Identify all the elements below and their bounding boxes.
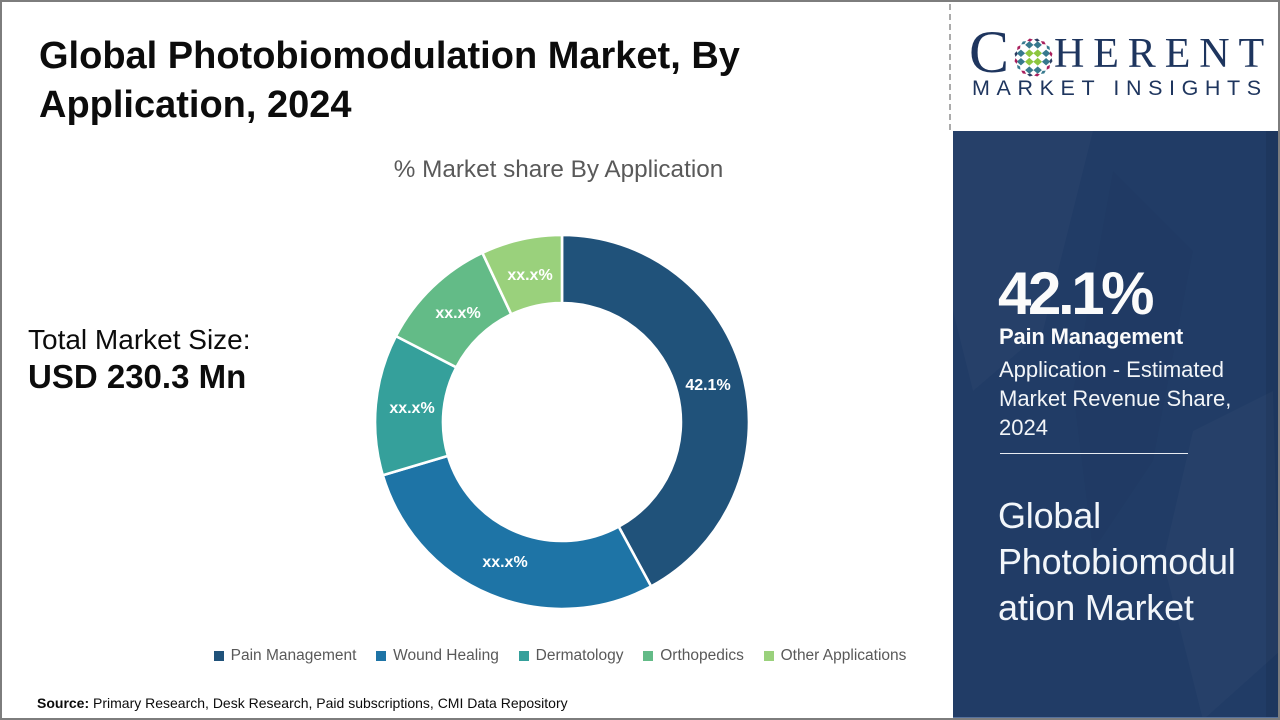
svg-text:xx.x%: xx.x% [389,400,434,417]
svg-text:xx.x%: xx.x% [435,305,480,322]
svg-text:xx.x%: xx.x% [482,554,527,571]
svg-text:42.1%: 42.1% [685,377,730,394]
svg-text:xx.x%: xx.x% [507,267,552,284]
